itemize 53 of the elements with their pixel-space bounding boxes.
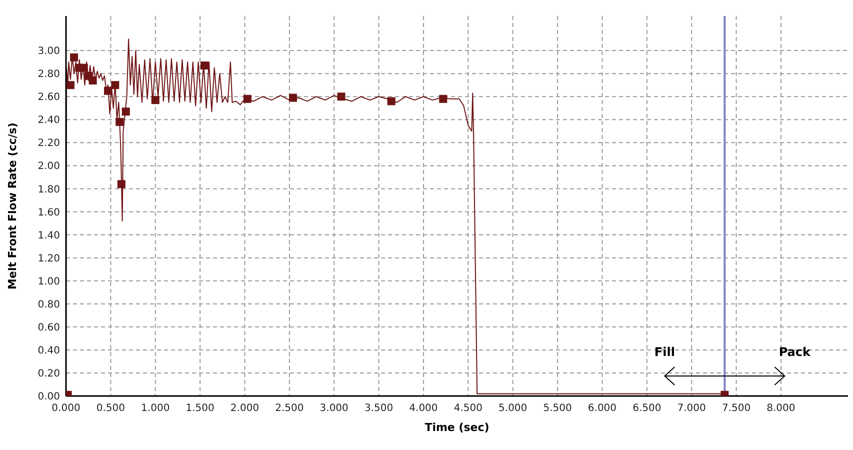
point <box>117 180 126 188</box>
point <box>337 92 346 101</box>
x-tick-label: 6.500 <box>632 403 662 414</box>
point <box>289 94 298 102</box>
x-tick-label: 5.500 <box>543 403 572 414</box>
y-tick-label: 0.60 <box>38 322 60 334</box>
point <box>66 81 74 90</box>
y-tick-label: 2.60 <box>38 92 60 104</box>
point <box>243 94 252 103</box>
point <box>122 108 130 116</box>
y-tick-label: 0.80 <box>38 299 60 310</box>
x-tick-label: 4.500 <box>454 403 482 414</box>
y-tick-label: 1.40 <box>38 230 60 242</box>
point <box>80 64 88 72</box>
annotation: Fill <box>654 345 675 359</box>
x-tick-label: 0.500 <box>96 403 126 414</box>
x-tick-label: 5.000 <box>498 403 528 414</box>
point <box>70 53 78 62</box>
x-tick-label: 1.000 <box>141 403 170 414</box>
point <box>151 96 160 104</box>
x-tick-label: 3.000 <box>320 403 348 414</box>
y-tick-label: 2.20 <box>38 138 60 150</box>
x-tick-label: 7.000 <box>677 403 706 414</box>
x-tick-label: 4.000 <box>409 403 438 414</box>
y-tick-label: 0.00 <box>38 392 60 403</box>
y-tick-label: 1.60 <box>38 207 60 218</box>
x-tick-label: 6.000 <box>588 403 617 414</box>
point <box>111 81 120 90</box>
y-tick-label: 0.40 <box>38 345 60 356</box>
annotation: Pack <box>778 345 812 359</box>
x-tick-label: 7.500 <box>722 403 751 414</box>
point <box>88 76 97 84</box>
x-tick-label: 1.500 <box>186 403 214 414</box>
x-tick-label: 2.500 <box>275 403 304 414</box>
x-tick-label: 0.000 <box>52 403 80 414</box>
y-tick-label: 0.20 <box>38 368 60 380</box>
x-tick-label: 2.000 <box>230 403 260 414</box>
point <box>104 86 112 95</box>
y-axis-title: Melt Front Flow Rate (cc/s) <box>6 122 19 290</box>
y-tick-label: 1.20 <box>38 253 60 264</box>
point <box>116 118 124 126</box>
y-tick-label: 1.80 <box>38 184 60 196</box>
y-tick-label: 1.00 <box>38 276 60 288</box>
y-tick-label: 2.00 <box>38 161 60 172</box>
point <box>439 94 448 103</box>
point <box>200 62 209 70</box>
x-axis-title: Time (sec) <box>424 421 490 434</box>
x-tick-label: 3.500 <box>364 403 394 414</box>
y-tick-label: 2.40 <box>38 115 60 126</box>
x-tick-label: 8.000 <box>766 403 796 414</box>
y-tick-label: 3.00 <box>38 46 60 58</box>
point <box>387 97 396 106</box>
y-tick-label: 2.80 <box>38 69 60 80</box>
